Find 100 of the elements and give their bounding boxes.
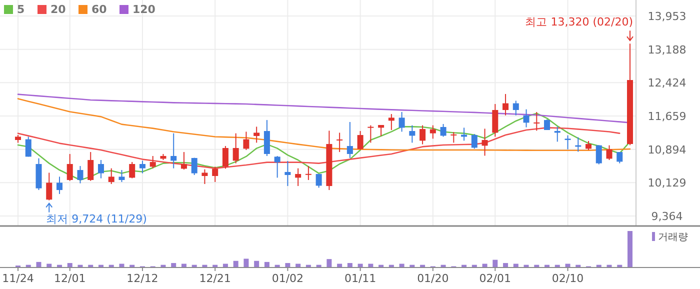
- bar: [285, 263, 290, 267]
- bar: [628, 231, 632, 267]
- bar: [482, 264, 488, 267]
- candlestick: [46, 172, 52, 201]
- candlestick: [346, 121, 353, 158]
- candlestick: [586, 140, 592, 151]
- y-tick-label: 13,188: [648, 43, 686, 56]
- candlestick: [243, 131, 250, 151]
- bar: [222, 264, 228, 267]
- candlestick: [482, 128, 488, 156]
- candlestick: [492, 103, 498, 138]
- bar: [254, 260, 260, 267]
- candlestick: [606, 144, 612, 160]
- bar: [513, 264, 518, 267]
- candlestick: [357, 130, 364, 150]
- legend-label: 120: [132, 3, 156, 16]
- bar: [503, 263, 508, 267]
- y-tick-label: 11,659: [648, 110, 686, 123]
- candlestick: [264, 120, 270, 156]
- x-tick-label: 12/12: [126, 272, 158, 285]
- candlestick: [440, 123, 446, 138]
- candlestick: [129, 162, 136, 179]
- legend-label: 5: [17, 3, 25, 16]
- y-tick-label: 12,424: [648, 76, 686, 90]
- candlestick: [616, 152, 623, 164]
- candlestick: [316, 173, 322, 188]
- bar: [358, 264, 363, 267]
- bar: [181, 264, 186, 267]
- candlestick: [212, 166, 218, 183]
- candlestick: [108, 168, 114, 185]
- candlestick: [180, 152, 187, 170]
- candlestick: [254, 126, 260, 144]
- candlestick: [378, 124, 384, 136]
- candlestick: [471, 134, 478, 150]
- candlestick: [430, 124, 436, 140]
- legend-label: 60: [92, 3, 108, 16]
- bar: [36, 262, 42, 267]
- bar: [119, 264, 124, 267]
- candlestick: [336, 132, 343, 153]
- bar: [46, 264, 52, 267]
- bar: [565, 264, 570, 267]
- y-tick-label: 10,129: [648, 176, 686, 190]
- bar: [368, 264, 374, 267]
- candlestick: [512, 100, 519, 116]
- x-tick-label: 01/11: [344, 272, 376, 285]
- bar: [399, 264, 404, 267]
- candlestick: [150, 155, 156, 169]
- bar: [67, 263, 72, 267]
- candlestick: [98, 159, 104, 179]
- bar: [264, 262, 270, 267]
- candlestick: [461, 127, 468, 142]
- candlestick: [232, 132, 239, 164]
- candlestick: [66, 153, 73, 182]
- candlestick: [368, 124, 374, 144]
- y-tick-label: 9,364: [651, 210, 683, 223]
- candlestick: [77, 166, 84, 184]
- candlestick: [420, 124, 426, 145]
- candlestick: [222, 146, 228, 170]
- candlestick: [284, 160, 291, 187]
- bar: [296, 264, 301, 267]
- candlestick: [118, 170, 125, 183]
- bar: [233, 260, 238, 267]
- candlestick: [88, 152, 94, 182]
- bar: [347, 263, 352, 267]
- candlestick: [56, 176, 62, 194]
- candlestick: [388, 114, 394, 131]
- bar: [171, 263, 176, 267]
- bar: [326, 259, 332, 267]
- x-tick-label: 11/24: [2, 272, 34, 285]
- candlestick: [139, 160, 146, 174]
- candlestick: [295, 168, 302, 187]
- x-tick-label: 02/10: [552, 272, 584, 285]
- x-tick-label: 12/01: [54, 272, 86, 285]
- annotation: 최저 9,724 (11/29): [46, 212, 147, 226]
- candlestick: [170, 132, 177, 169]
- bar: [337, 264, 342, 267]
- legend-label: 거래량: [658, 232, 688, 243]
- candlestick: [523, 108, 530, 128]
- candlestick: [305, 166, 312, 180]
- y-tick-label: 10,894: [648, 143, 686, 156]
- x-tick-label: 02/01: [479, 272, 512, 285]
- annotation: 최고 13,320 (02/20): [525, 16, 633, 29]
- y-tick-label: 13,953: [648, 10, 686, 23]
- x-tick-label: 01/20: [417, 272, 449, 285]
- candlestick: [502, 94, 509, 116]
- candlestick: [409, 124, 416, 144]
- candlestick: [450, 132, 457, 144]
- candlestick: [191, 157, 198, 176]
- candlestick: [564, 134, 571, 150]
- candlestick: [398, 112, 405, 132]
- candlestick: [534, 112, 540, 132]
- candlestick: [202, 168, 208, 185]
- candlestick: [596, 144, 602, 165]
- bar: [492, 260, 498, 267]
- x-tick-label: 01/02: [272, 272, 304, 285]
- candlestick: [274, 155, 280, 178]
- legend-label: 20: [50, 3, 66, 16]
- bar: [244, 258, 249, 267]
- candlestick: [25, 136, 32, 158]
- x-tick-label: 12/21: [199, 272, 231, 285]
